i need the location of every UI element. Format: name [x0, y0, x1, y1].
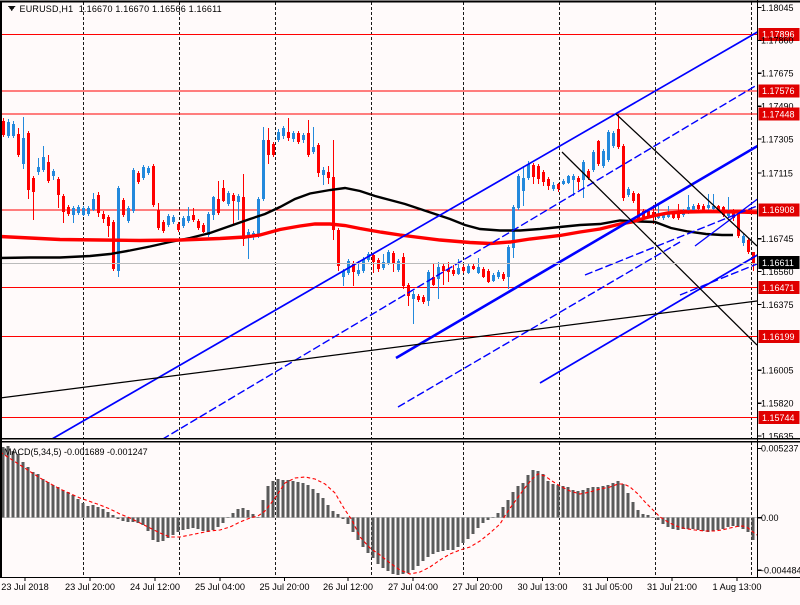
svg-text:23 Jul 2018: 23 Jul 2018	[1, 582, 49, 592]
svg-text:31 Jul 05:00: 31 Jul 05:00	[582, 582, 632, 592]
svg-text:1.16375: 1.16375	[761, 300, 794, 310]
svg-text:-0.004484: -0.004484	[761, 566, 800, 576]
svg-text:25 Jul 20:00: 25 Jul 20:00	[259, 582, 309, 592]
svg-text:1.16560: 1.16560	[761, 267, 794, 277]
svg-text:0.005237: 0.005237	[761, 444, 799, 454]
svg-text:1.15744: 1.15744	[762, 413, 795, 423]
svg-text:1.16908: 1.16908	[762, 205, 795, 215]
svg-text:1.17576: 1.17576	[762, 86, 795, 96]
svg-text:EURUSD,H1 1.16670 1.16670 1.1: EURUSD,H1 1.16670 1.16670 1.16566 1.1661…	[20, 4, 222, 14]
svg-text:30 Jul 13:00: 30 Jul 13:00	[517, 582, 567, 592]
svg-text:1.17675: 1.17675	[761, 69, 794, 79]
svg-text:27 Jul 04:00: 27 Jul 04:00	[388, 582, 438, 592]
svg-text:1.15635: 1.15635	[761, 431, 794, 441]
svg-text:1.17860: 1.17860	[761, 36, 794, 46]
svg-text:MACD(5,34,5) -0.001689 -0.0012: MACD(5,34,5) -0.001689 -0.001247	[4, 447, 148, 457]
svg-text:1.16005: 1.16005	[761, 366, 794, 376]
svg-text:1 Aug 13:00: 1 Aug 13:00	[712, 582, 761, 592]
svg-text:23 Jul 20:00: 23 Jul 20:00	[65, 582, 115, 592]
svg-text:1.16745: 1.16745	[761, 234, 794, 244]
svg-text:1.16199: 1.16199	[762, 332, 795, 342]
svg-text:1.17896: 1.17896	[762, 30, 795, 40]
svg-text:0.00: 0.00	[761, 513, 779, 523]
svg-text:1.18045: 1.18045	[761, 3, 794, 13]
svg-text:27 Jul 20:00: 27 Jul 20:00	[452, 582, 502, 592]
svg-text:1.17448: 1.17448	[762, 110, 795, 120]
svg-text:24 Jul 12:00: 24 Jul 12:00	[130, 582, 180, 592]
svg-text:1.16611: 1.16611	[762, 258, 794, 268]
svg-text:1.17490: 1.17490	[761, 102, 794, 112]
svg-text:26 Jul 12:00: 26 Jul 12:00	[323, 582, 373, 592]
svg-text:1.17305: 1.17305	[761, 134, 794, 144]
svg-text:1.15820: 1.15820	[761, 399, 794, 409]
svg-text:25 Jul 04:00: 25 Jul 04:00	[195, 582, 245, 592]
svg-text:1.16471: 1.16471	[762, 283, 795, 293]
svg-text:1.17115: 1.17115	[761, 168, 793, 178]
svg-text:31 Jul 21:00: 31 Jul 21:00	[647, 582, 697, 592]
